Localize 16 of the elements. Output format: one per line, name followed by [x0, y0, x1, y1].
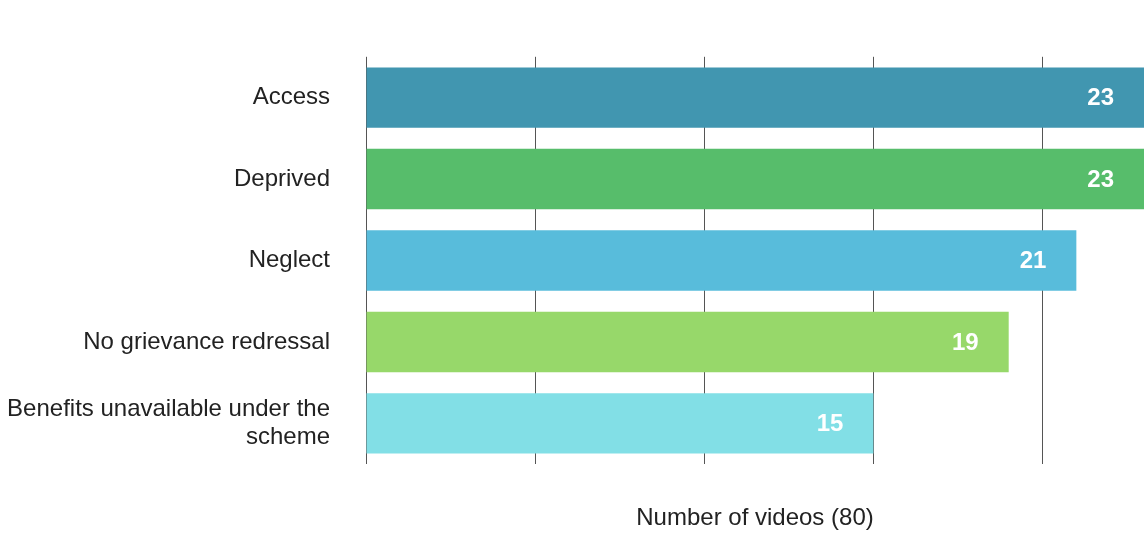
y-tick-label: No grievance redressal	[83, 326, 330, 354]
y-tick-label: Neglect	[248, 245, 331, 273]
bar	[366, 148, 1144, 210]
y-tick-label: Deprived	[233, 163, 330, 191]
bar	[366, 67, 1144, 128]
data-label: 15	[816, 409, 844, 437]
data-label: 23	[1087, 83, 1114, 111]
x-axis-title: Number of videos (80)	[636, 503, 874, 531]
y-tick-label: Access	[252, 82, 330, 110]
data-label: 23	[1087, 164, 1114, 192]
bar	[366, 393, 874, 454]
data-label: 21	[1019, 246, 1047, 274]
y-tick-label: Benefits unavailable under the scheme	[7, 393, 330, 450]
data-label: 19	[951, 327, 979, 355]
bar	[366, 311, 1009, 373]
bar	[366, 230, 1077, 291]
